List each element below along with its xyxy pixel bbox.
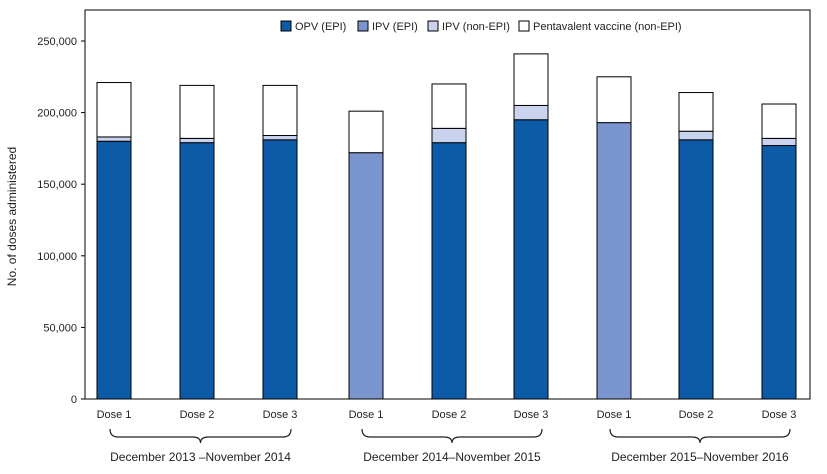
legend-label: Pentavalent vaccine (non-EPI) bbox=[533, 21, 682, 33]
legend-label: OPV (EPI) bbox=[295, 21, 346, 33]
x-tick-label: Dose 1 bbox=[97, 409, 132, 421]
x-tick-label: Dose 1 bbox=[349, 409, 384, 421]
bar-segment-opv-epi-3 bbox=[262, 139, 298, 400]
period-label: December 2014–November 2015 bbox=[363, 450, 541, 464]
bars-layer bbox=[96, 53, 797, 400]
period-label: December 2015–November 2016 bbox=[611, 450, 789, 464]
bar-segment-pentavalent-vaccine-non-epi-2 bbox=[179, 84, 215, 139]
bar-segment-pentavalent-vaccine-non-epi-9 bbox=[761, 103, 797, 139]
x-tick-label: Dose 3 bbox=[762, 409, 797, 421]
bar-segment-pentavalent-vaccine-non-epi-3 bbox=[262, 84, 298, 137]
x-tick-label: Dose 2 bbox=[180, 409, 215, 421]
bar-segment-pentavalent-vaccine-non-epi-5 bbox=[431, 83, 467, 129]
x-tick-label: Dose 3 bbox=[263, 409, 298, 421]
x-tick-label: Dose 1 bbox=[597, 409, 632, 421]
bar-segment-pentavalent-vaccine-non-epi-7 bbox=[596, 76, 632, 124]
bar-segment-ipv-non-epi-8 bbox=[678, 130, 714, 141]
y-tick-label: 50,000 bbox=[43, 322, 77, 334]
group-brace bbox=[361, 428, 543, 444]
y-tick-label: 100,000 bbox=[37, 251, 77, 263]
y-tick-label: 0 bbox=[71, 394, 77, 406]
x-tick-label: Dose 2 bbox=[679, 409, 714, 421]
bar-segment-opv-epi-5 bbox=[431, 142, 467, 400]
legend-swatch bbox=[427, 20, 439, 32]
group-brace bbox=[109, 428, 292, 444]
y-tick-label: 250,000 bbox=[37, 36, 77, 48]
legend: OPV (EPI) IPV (EPI) IPV (non-EPI) Pentavale… bbox=[280, 20, 682, 33]
bar-segment-ipv-non-epi-5 bbox=[431, 127, 467, 144]
period-label: December 2013 –November 2014 bbox=[110, 450, 291, 464]
legend-swatch bbox=[518, 20, 530, 32]
legend-swatch bbox=[280, 20, 292, 32]
bar-segment-opv-epi-2 bbox=[179, 142, 215, 400]
bar-segment-ipv-non-epi-3 bbox=[262, 135, 298, 141]
bar-segment-ipv-non-epi-6 bbox=[513, 104, 549, 121]
bar-segment-opv-epi-6 bbox=[513, 119, 549, 400]
bar-segment-pentavalent-vaccine-non-epi-8 bbox=[678, 92, 714, 132]
legend-label: IPV (EPI) bbox=[372, 21, 418, 33]
bar-segment-pentavalent-vaccine-non-epi-6 bbox=[513, 53, 549, 106]
labels-layer: Dose 1 Dose 2 Dose 3 Dose 1 Dose 2 Dose 3 Dose… bbox=[97, 409, 797, 464]
group-brace bbox=[609, 428, 791, 444]
bar-segment-pentavalent-vaccine-non-epi-1 bbox=[96, 82, 132, 138]
bar-segment-ipv-non-epi-1 bbox=[96, 136, 132, 142]
legend-swatch bbox=[357, 20, 369, 32]
y-tick-label: 200,000 bbox=[37, 108, 77, 120]
y-tick-label: 150,000 bbox=[37, 179, 77, 191]
y-axis-title: No. of doses administered bbox=[5, 147, 19, 286]
bar-segment-pentavalent-vaccine-non-epi-4 bbox=[348, 110, 384, 154]
bar-segment-ipv-non-epi-9 bbox=[761, 137, 797, 147]
bar-segment-ipv-non-epi-2 bbox=[179, 137, 215, 144]
bar-segment-opv-epi-8 bbox=[678, 139, 714, 400]
x-tick-label: Dose 3 bbox=[514, 409, 549, 421]
legend-label: IPV (non-EPI) bbox=[442, 21, 510, 33]
bar-segment-ipv-epi-4 bbox=[348, 152, 384, 400]
x-tick-label: Dose 2 bbox=[432, 409, 467, 421]
bar-segment-ipv-epi-7 bbox=[596, 122, 632, 400]
bar-segment-opv-epi-9 bbox=[761, 145, 797, 400]
bar-segment-opv-epi-1 bbox=[96, 140, 132, 400]
